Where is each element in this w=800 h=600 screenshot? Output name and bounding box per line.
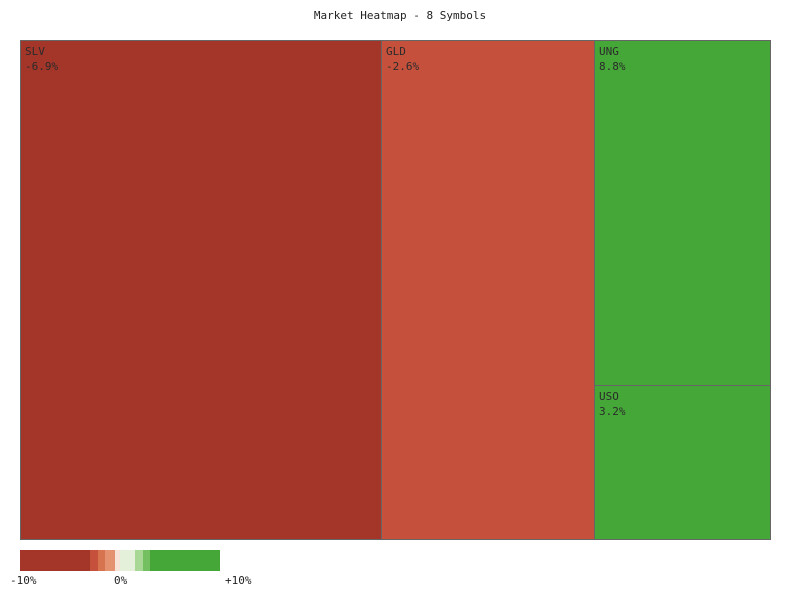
legend-color-stop xyxy=(90,550,98,571)
tile-change: -6.9% xyxy=(25,60,59,73)
chart-title: Market Heatmap - 8 Symbols xyxy=(313,9,487,22)
legend-color-stop xyxy=(20,550,90,571)
legend-color-stop xyxy=(135,550,143,571)
tile-symbol: SLV xyxy=(25,45,45,58)
tile-gld[interactable]: GLD -2.6% xyxy=(381,40,595,540)
legend-color-stop xyxy=(150,550,220,571)
tile-slv[interactable]: SLV -6.9% xyxy=(20,40,382,540)
legend-max-label: +10% xyxy=(225,574,252,587)
tile-change: -2.6% xyxy=(386,60,420,73)
tile-change: 3.2% xyxy=(599,405,626,418)
legend-mid-label: 0% xyxy=(114,574,128,587)
tile-ung[interactable]: UNG 8.8% xyxy=(594,40,771,387)
treemap: SLV -6.9% GLD -2.6% UNG 8.8% USO 3.2% xyxy=(20,40,771,540)
legend-color-stop xyxy=(115,550,120,571)
tile-symbol: GLD xyxy=(386,45,406,58)
legend-color-stop xyxy=(120,550,135,571)
tile-symbol: UNG xyxy=(599,45,619,58)
legend-color-stop xyxy=(143,550,150,571)
tile-symbol: USO xyxy=(599,390,619,403)
legend-color-stop xyxy=(98,550,105,571)
tile-change: 8.8% xyxy=(599,60,626,73)
color-legend xyxy=(20,550,220,571)
tile-uso[interactable]: USO 3.2% xyxy=(594,385,771,540)
legend-min-label: -10% xyxy=(10,574,37,587)
legend-color-stop xyxy=(105,550,115,571)
